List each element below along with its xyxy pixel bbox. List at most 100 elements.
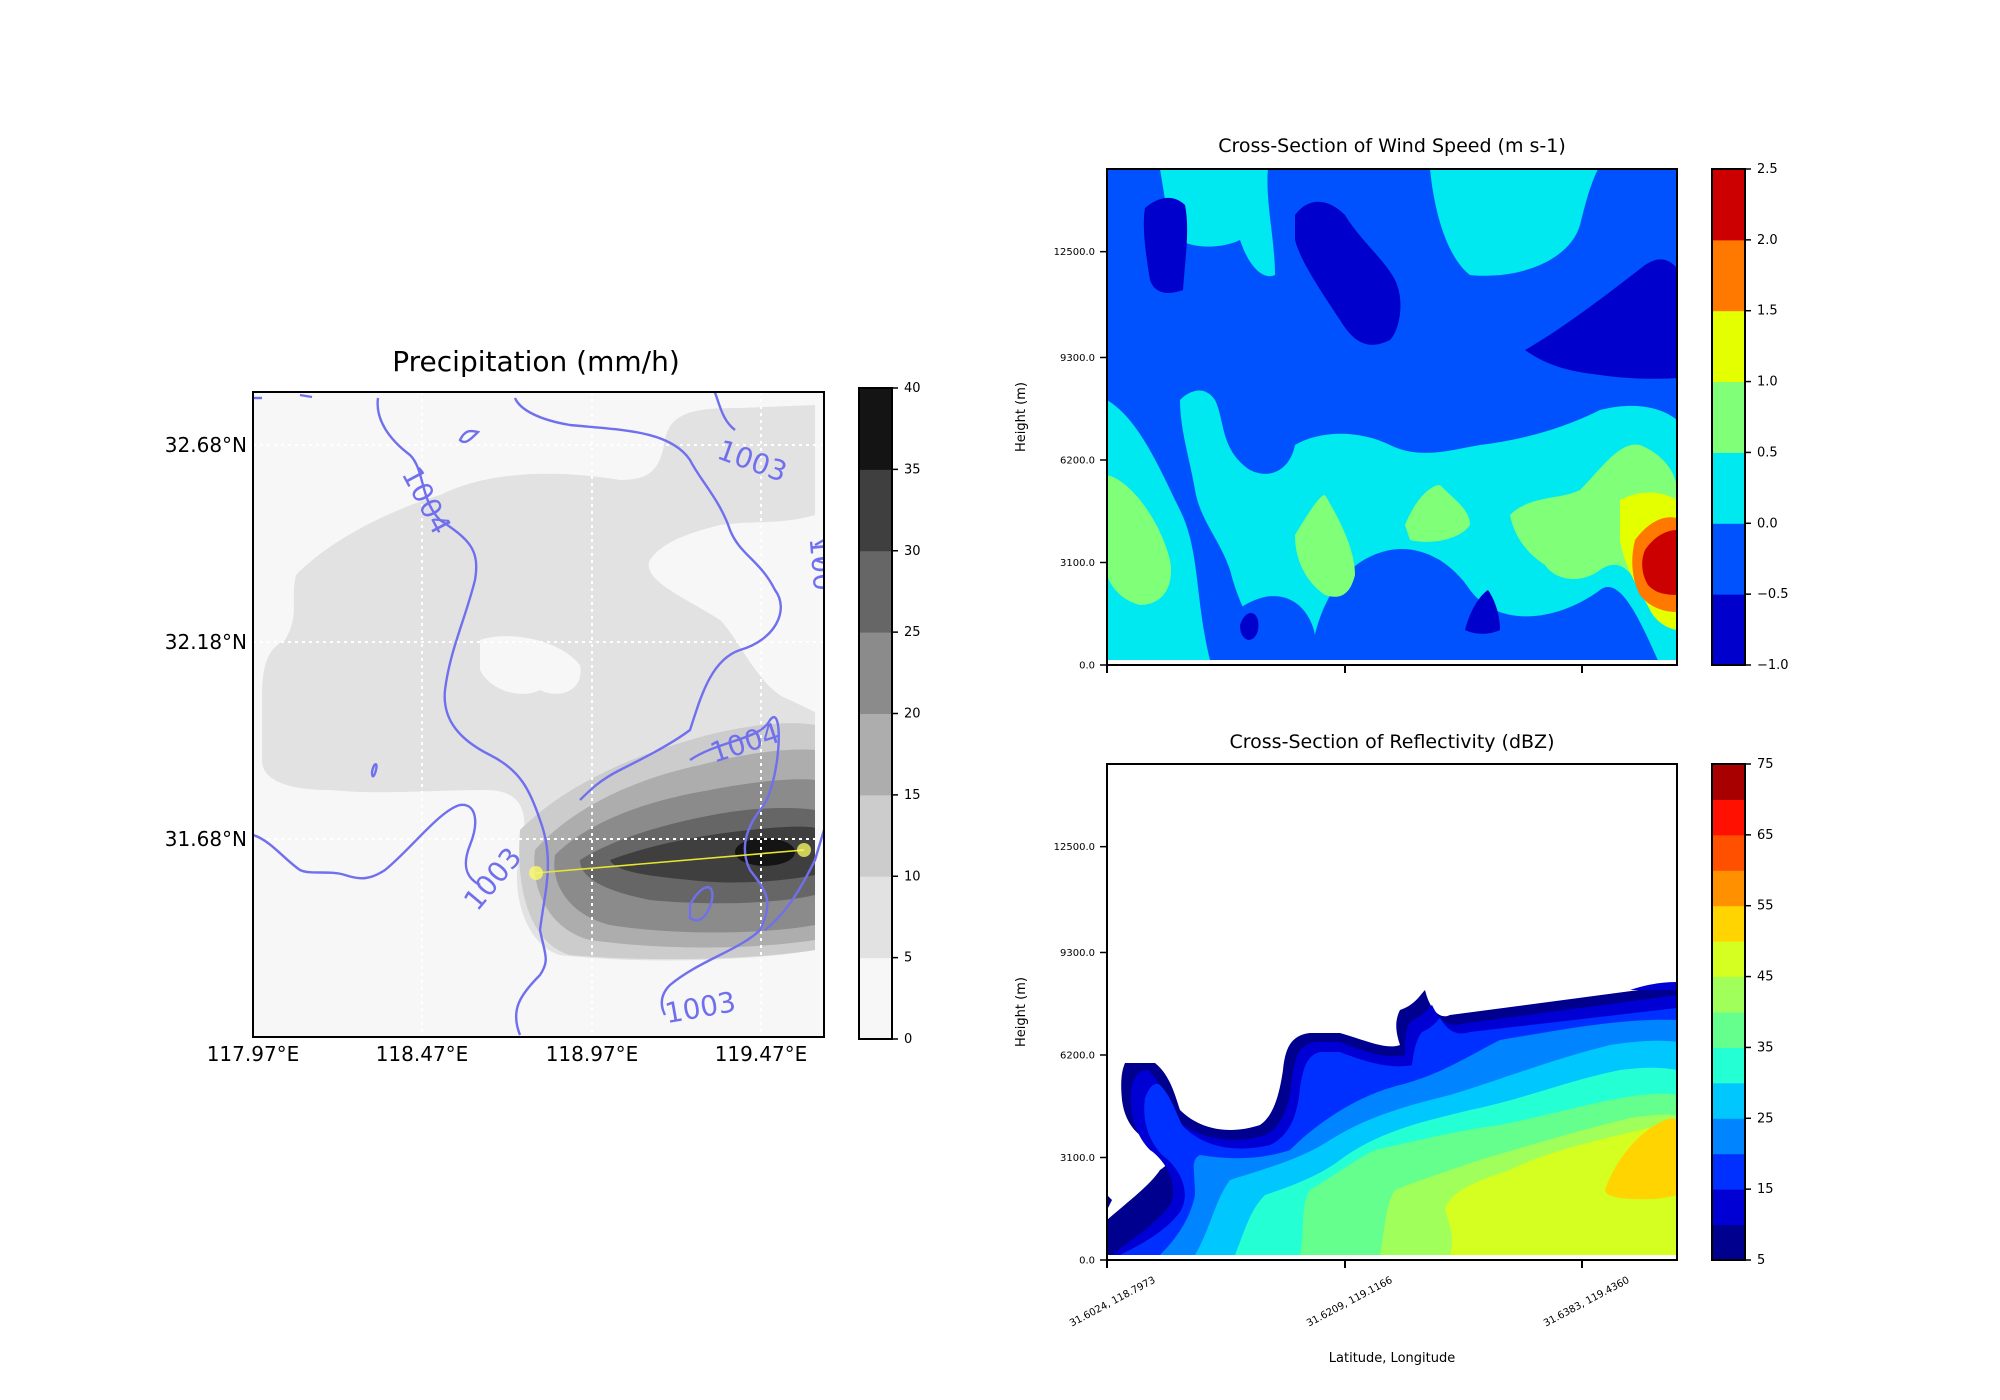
wind-band-05-10 — [1295, 495, 1355, 597]
colorbar-segment — [1712, 169, 1745, 241]
wind-y-ticks: 0.0 3100.0 6200.0 9300.0 12500.0 — [1054, 247, 1107, 672]
colorbar-tick-label: 65 — [1757, 828, 1774, 843]
colorbar-segment — [859, 632, 892, 714]
cross-section-start — [529, 866, 543, 880]
wind-band-neg05-0 — [1210, 596, 1316, 665]
colorbar-frame — [1711, 763, 1746, 1261]
colorbar-frame — [1711, 168, 1746, 666]
y-tick-label: 12500.0 — [1054, 842, 1095, 853]
refl-band-50-55 — [1605, 1118, 1677, 1200]
wind-gap — [1107, 660, 1677, 665]
wind-x-ticks — [1106, 665, 1583, 673]
colorbar-tick-label: −1.0 — [1757, 658, 1789, 673]
refl-band-5-10 — [1107, 1195, 1112, 1210]
wind-band-0-05 — [1160, 169, 1275, 277]
colorbar-tick-label: 0 — [904, 1032, 912, 1047]
precip-frame — [252, 391, 825, 1038]
contour-label: 100 — [803, 536, 841, 592]
map-y-tick: 32.18°N — [165, 630, 247, 654]
colorbar-tick-label: 1.0 — [1757, 375, 1778, 390]
precip-light-patch — [480, 636, 581, 694]
colorbar-tick-label: 5 — [1757, 1253, 1765, 1268]
colorbar-tick-label: 45 — [1757, 970, 1774, 985]
colorbar-segment — [1712, 976, 1745, 1013]
refl-y-ticks: 0.0 3100.0 6200.0 9300.0 12500.0 — [1054, 842, 1107, 1267]
wind-band-0-05 — [1430, 169, 1598, 276]
y-tick-label: 0.0 — [1079, 1256, 1095, 1267]
wind-band-neg10-neg05 — [1525, 259, 1677, 379]
cross-section-end — [797, 843, 811, 857]
colorbar-segment — [1712, 941, 1745, 978]
refl-x-tick: 31.6209, 119.1166 — [1305, 1275, 1394, 1330]
precip-level-7 — [735, 838, 795, 866]
colorbar-tick-label: 40 — [904, 381, 921, 396]
wind-band-20-25 — [1642, 530, 1677, 595]
refl-x-ticks: 31.6024, 118.7973 31.6209, 119.1166 31.6… — [1068, 1260, 1631, 1329]
colorbar-segment — [1712, 239, 1745, 312]
colorbar-tick-label: 25 — [1757, 1111, 1774, 1126]
wind-band-neg05-0 — [1385, 558, 1467, 624]
colorbar-tick-label: 5 — [904, 951, 912, 966]
wind-band-neg10-neg05 — [1143, 197, 1188, 293]
colorbar-segment — [1712, 1153, 1745, 1190]
colorbar-segment — [1712, 452, 1745, 524]
colorbar-segment — [1712, 1012, 1745, 1048]
precip-panel: Precipitation (mm/h) — [165, 345, 921, 1066]
wind-band-05-10 — [1107, 475, 1171, 605]
colorbar-segment — [1712, 1047, 1745, 1084]
colorbar-tick-label: −0.5 — [1757, 587, 1789, 602]
wind-panel: Cross-Section of Wind Speed (m s-1) — [1014, 135, 1789, 673]
colorbar-tick-label: 55 — [1757, 899, 1774, 914]
map-y-tick: 31.68°N — [165, 827, 247, 851]
refl-xlabel: Latitude, Longitude — [1329, 1351, 1455, 1366]
colorbar-tick-label: 20 — [904, 707, 921, 722]
refl-colorbar: 75 65 55 45 35 25 15 5 — [1711, 757, 1774, 1268]
colorbar-tick-label: 0.5 — [1757, 445, 1778, 460]
colorbar-segment — [859, 713, 892, 796]
map-gridlines — [253, 392, 824, 1037]
wind-field — [1107, 169, 1677, 665]
colorbar-segment — [859, 957, 892, 1040]
colorbar-segment — [1712, 594, 1745, 666]
colorbar-tick-label: 10 — [904, 869, 921, 884]
y-tick-label: 9300.0 — [1060, 353, 1095, 364]
refl-panel: Cross-Section of Reflectivity (dBZ) Heig… — [1014, 731, 1774, 1366]
colorbar-tick-label: 75 — [1757, 757, 1774, 772]
colorbar-segment — [1712, 834, 1745, 871]
colorbar-tick-label: 15 — [904, 788, 921, 803]
colorbar-tick-label: 30 — [904, 544, 921, 559]
colorbar-tick-label: 35 — [904, 462, 921, 477]
map-x-ticks: 117.97°E 118.47°E 118.97°E 119.47°E — [207, 1042, 808, 1066]
isobar-contours — [253, 392, 824, 1036]
colorbar-tick-label: 35 — [1757, 1040, 1774, 1055]
y-tick-label: 9300.0 — [1060, 948, 1095, 959]
wind-frame — [1106, 168, 1678, 666]
colorbar-segment — [1712, 870, 1745, 907]
y-tick-label: 6200.0 — [1060, 455, 1095, 466]
colorbar-segment — [1712, 381, 1745, 453]
colorbar-segment — [859, 794, 892, 877]
refl-band-45-50 — [1445, 1125, 1677, 1255]
colorbar-segment — [1712, 1189, 1745, 1226]
colorbar-segment — [1712, 905, 1745, 942]
colorbar-tick-label: 2.5 — [1757, 162, 1778, 177]
colorbar-segment — [1712, 523, 1745, 595]
precip-colorbar: 0 5 10 15 20 25 30 35 40 — [858, 381, 921, 1047]
colorbar-segment — [1712, 1224, 1745, 1261]
map-y-tick: 32.68°N — [165, 433, 247, 457]
colorbar-tick-label: 25 — [904, 625, 921, 640]
wind-band-neg10-neg05 — [1465, 590, 1500, 634]
refl-band-10-15 — [1630, 982, 1677, 990]
cross-section-line — [529, 843, 811, 880]
colorbar-segment — [1712, 764, 1745, 800]
wind-band-neg10-neg05 — [1240, 613, 1259, 640]
y-tick-label: 0.0 — [1079, 661, 1095, 672]
refl-gap — [1107, 1255, 1677, 1260]
refl-x-tick: 31.6024, 118.7973 — [1068, 1275, 1157, 1330]
map-x-tick: 119.47°E — [715, 1042, 808, 1066]
colorbar-segment — [1712, 1118, 1745, 1155]
wind-ylabel: Height (m) — [1014, 382, 1029, 452]
wind-band-neg10-neg05 — [1295, 201, 1401, 345]
refl-ylabel: Height (m) — [1014, 977, 1029, 1047]
